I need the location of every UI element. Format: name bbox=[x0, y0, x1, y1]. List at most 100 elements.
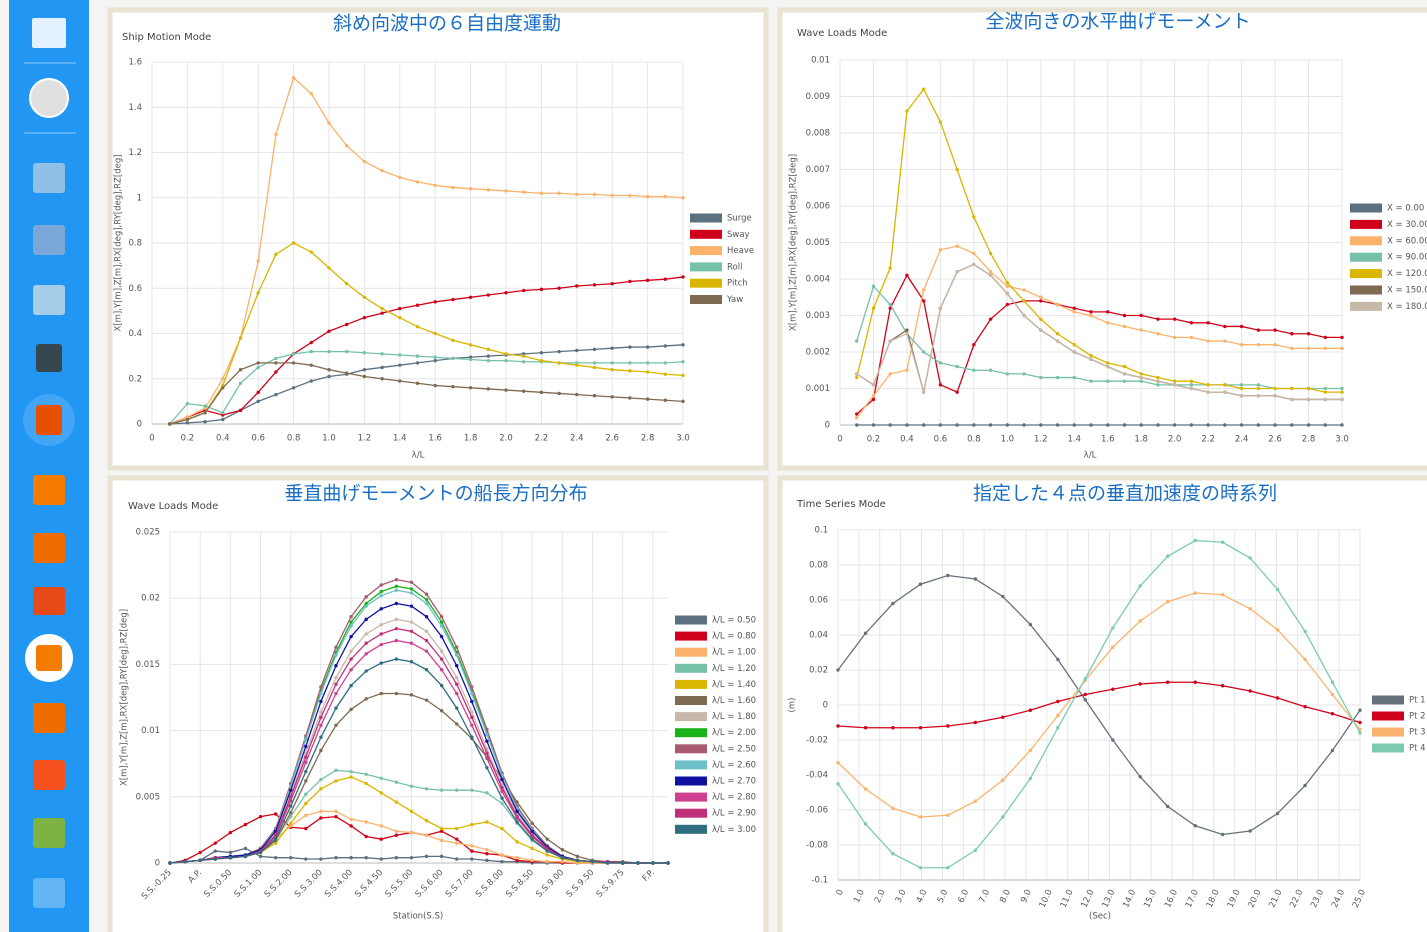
data-point bbox=[398, 353, 401, 356]
data-point bbox=[327, 121, 330, 124]
data-point bbox=[292, 76, 295, 79]
menu-icon[interactable] bbox=[33, 475, 65, 505]
y-tick-label: 1 bbox=[137, 193, 142, 203]
data-point bbox=[455, 706, 458, 709]
data-point bbox=[606, 861, 609, 864]
data-point bbox=[425, 668, 428, 671]
data-point bbox=[522, 354, 525, 357]
menu-icon[interactable] bbox=[33, 587, 65, 615]
data-point bbox=[1173, 380, 1176, 383]
legend-swatch bbox=[690, 214, 722, 223]
menu-icon[interactable] bbox=[36, 405, 62, 435]
x-tick-label: 2.0 bbox=[499, 434, 513, 444]
data-point bbox=[440, 615, 443, 618]
legend-swatch bbox=[675, 648, 707, 657]
data-point bbox=[989, 369, 992, 372]
data-point bbox=[310, 379, 313, 382]
data-point bbox=[319, 778, 322, 781]
data-point bbox=[304, 802, 307, 805]
data-point bbox=[504, 189, 507, 192]
data-point bbox=[1106, 310, 1109, 313]
data-point bbox=[1156, 317, 1159, 320]
y-tick-label: 1.6 bbox=[128, 58, 142, 68]
data-point bbox=[198, 859, 201, 862]
data-point bbox=[327, 368, 330, 371]
menu-icon[interactable] bbox=[33, 533, 65, 563]
legend-label: λ/L = 1.20 bbox=[712, 664, 756, 674]
data-point bbox=[1140, 372, 1143, 375]
logo[interactable] bbox=[32, 18, 66, 48]
data-point bbox=[1089, 310, 1092, 313]
x-tick-label: 2.4 bbox=[1235, 435, 1249, 445]
avatar[interactable] bbox=[30, 79, 68, 117]
data-point bbox=[470, 823, 473, 826]
data-point bbox=[349, 770, 352, 773]
legend-label: λ/L = 2.50 bbox=[712, 744, 756, 754]
x-tick-label: 1.4 bbox=[393, 434, 407, 444]
data-point bbox=[434, 300, 437, 303]
data-point bbox=[398, 307, 401, 310]
data-point bbox=[470, 736, 473, 739]
data-point bbox=[922, 299, 925, 302]
legend-label: X = 120.00 bbox=[1387, 269, 1427, 279]
menu-icon[interactable] bbox=[36, 344, 62, 372]
data-point bbox=[380, 692, 383, 695]
y-tick-label: 0.005 bbox=[806, 238, 830, 248]
data-point bbox=[1206, 321, 1209, 324]
data-point bbox=[455, 692, 458, 695]
data-point bbox=[349, 856, 352, 859]
menu-icon[interactable] bbox=[36, 645, 62, 671]
data-point bbox=[989, 423, 992, 426]
y-tick-label: 0.004 bbox=[806, 275, 830, 285]
data-point bbox=[919, 583, 922, 586]
data-point bbox=[1140, 423, 1143, 426]
data-point bbox=[1166, 555, 1169, 558]
menu-icon[interactable] bbox=[33, 703, 65, 733]
data-point bbox=[395, 585, 398, 588]
chart-title: 指定した４点の垂直加速度の時系列 bbox=[973, 483, 1277, 505]
data-point bbox=[345, 350, 348, 353]
menu-icon[interactable] bbox=[33, 878, 65, 908]
menu-icon[interactable] bbox=[33, 760, 65, 790]
data-point bbox=[939, 383, 942, 386]
data-point bbox=[1273, 394, 1276, 397]
data-point bbox=[1331, 693, 1334, 696]
data-point bbox=[380, 352, 383, 355]
data-point bbox=[905, 109, 908, 112]
data-point bbox=[1194, 824, 1197, 827]
data-point bbox=[364, 632, 367, 635]
menu-icon[interactable] bbox=[33, 225, 65, 255]
data-point bbox=[425, 602, 428, 605]
data-point bbox=[257, 259, 260, 262]
data-point bbox=[168, 422, 171, 425]
data-point bbox=[1223, 383, 1226, 386]
data-point bbox=[1138, 775, 1141, 778]
data-point bbox=[855, 423, 858, 426]
data-point bbox=[425, 698, 428, 701]
data-point bbox=[380, 791, 383, 794]
data-point bbox=[1156, 423, 1159, 426]
data-point bbox=[364, 604, 367, 607]
menu-icon[interactable] bbox=[33, 818, 65, 848]
data-point bbox=[1324, 390, 1327, 393]
legend-swatch bbox=[1372, 728, 1404, 737]
data-point bbox=[1273, 343, 1276, 346]
data-point bbox=[469, 358, 472, 361]
data-point bbox=[593, 361, 596, 364]
data-point bbox=[1206, 383, 1209, 386]
data-point bbox=[681, 196, 684, 199]
menu-icon[interactable] bbox=[33, 163, 65, 193]
data-point bbox=[1001, 716, 1004, 719]
data-point bbox=[1029, 777, 1032, 780]
chart-title: 斜め向波中の６自由度運動 bbox=[333, 13, 561, 35]
data-point bbox=[546, 860, 549, 863]
data-point bbox=[1190, 383, 1193, 386]
data-point bbox=[455, 683, 458, 686]
data-point bbox=[485, 848, 488, 851]
data-point bbox=[611, 347, 614, 350]
y-tick-label: 0.005 bbox=[136, 792, 160, 802]
data-point bbox=[1276, 588, 1279, 591]
menu-icon[interactable] bbox=[33, 285, 65, 315]
data-point bbox=[1340, 336, 1343, 339]
chart-title: 全波向きの水平曲げモーメント bbox=[985, 11, 1250, 33]
